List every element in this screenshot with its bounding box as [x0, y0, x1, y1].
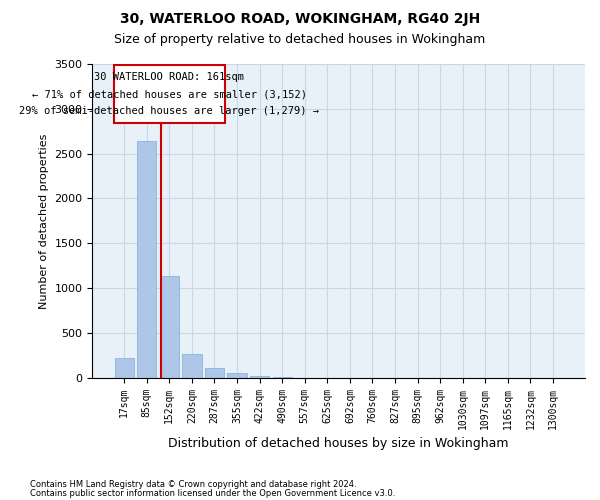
Text: 30 WATERLOO ROAD: 161sqm: 30 WATERLOO ROAD: 161sqm	[94, 72, 244, 82]
Text: ← 71% of detached houses are smaller (3,152): ← 71% of detached houses are smaller (3,…	[32, 90, 307, 100]
Bar	[205, 368, 224, 378]
Bar	[160, 276, 179, 378]
Text: Size of property relative to detached houses in Wokingham: Size of property relative to detached ho…	[115, 32, 485, 46]
Text: 29% of semi-detached houses are larger (1,279) →: 29% of semi-detached houses are larger (…	[19, 106, 319, 116]
FancyBboxPatch shape	[114, 65, 224, 123]
Y-axis label: Number of detached properties: Number of detached properties	[39, 133, 49, 308]
Text: 30, WATERLOO ROAD, WOKINGHAM, RG40 2JH: 30, WATERLOO ROAD, WOKINGHAM, RG40 2JH	[120, 12, 480, 26]
Bar	[227, 374, 247, 378]
X-axis label: Distribution of detached houses by size in Wokingham: Distribution of detached houses by size …	[169, 437, 509, 450]
Bar	[182, 354, 202, 378]
Bar	[250, 376, 269, 378]
Bar	[137, 141, 157, 378]
Bar	[115, 358, 134, 378]
Text: Contains HM Land Registry data © Crown copyright and database right 2024.: Contains HM Land Registry data © Crown c…	[30, 480, 356, 489]
Text: Contains public sector information licensed under the Open Government Licence v3: Contains public sector information licen…	[30, 489, 395, 498]
